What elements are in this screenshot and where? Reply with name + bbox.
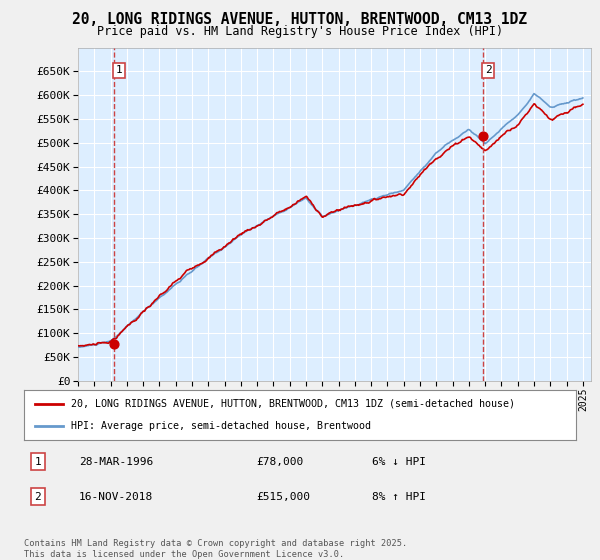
Text: £78,000: £78,000 bbox=[256, 457, 303, 467]
Text: 8% ↑ HPI: 8% ↑ HPI bbox=[372, 492, 426, 502]
Text: 6% ↓ HPI: 6% ↓ HPI bbox=[372, 457, 426, 467]
Text: 1: 1 bbox=[34, 457, 41, 467]
Text: 20, LONG RIDINGS AVENUE, HUTTON, BRENTWOOD, CM13 1DZ: 20, LONG RIDINGS AVENUE, HUTTON, BRENTWO… bbox=[73, 12, 527, 27]
Text: 1: 1 bbox=[116, 66, 122, 76]
Text: Contains HM Land Registry data © Crown copyright and database right 2025.
This d: Contains HM Land Registry data © Crown c… bbox=[24, 539, 407, 559]
Text: £515,000: £515,000 bbox=[256, 492, 310, 502]
Text: 16-NOV-2018: 16-NOV-2018 bbox=[79, 492, 154, 502]
Text: 20, LONG RIDINGS AVENUE, HUTTON, BRENTWOOD, CM13 1DZ (semi-detached house): 20, LONG RIDINGS AVENUE, HUTTON, BRENTWO… bbox=[71, 399, 515, 409]
Text: 28-MAR-1996: 28-MAR-1996 bbox=[79, 457, 154, 467]
Text: HPI: Average price, semi-detached house, Brentwood: HPI: Average price, semi-detached house,… bbox=[71, 421, 371, 431]
Point bbox=[110, 339, 119, 348]
Text: 2: 2 bbox=[34, 492, 41, 502]
Text: 2: 2 bbox=[485, 66, 491, 76]
Point bbox=[478, 131, 488, 140]
Text: Price paid vs. HM Land Registry's House Price Index (HPI): Price paid vs. HM Land Registry's House … bbox=[97, 25, 503, 38]
